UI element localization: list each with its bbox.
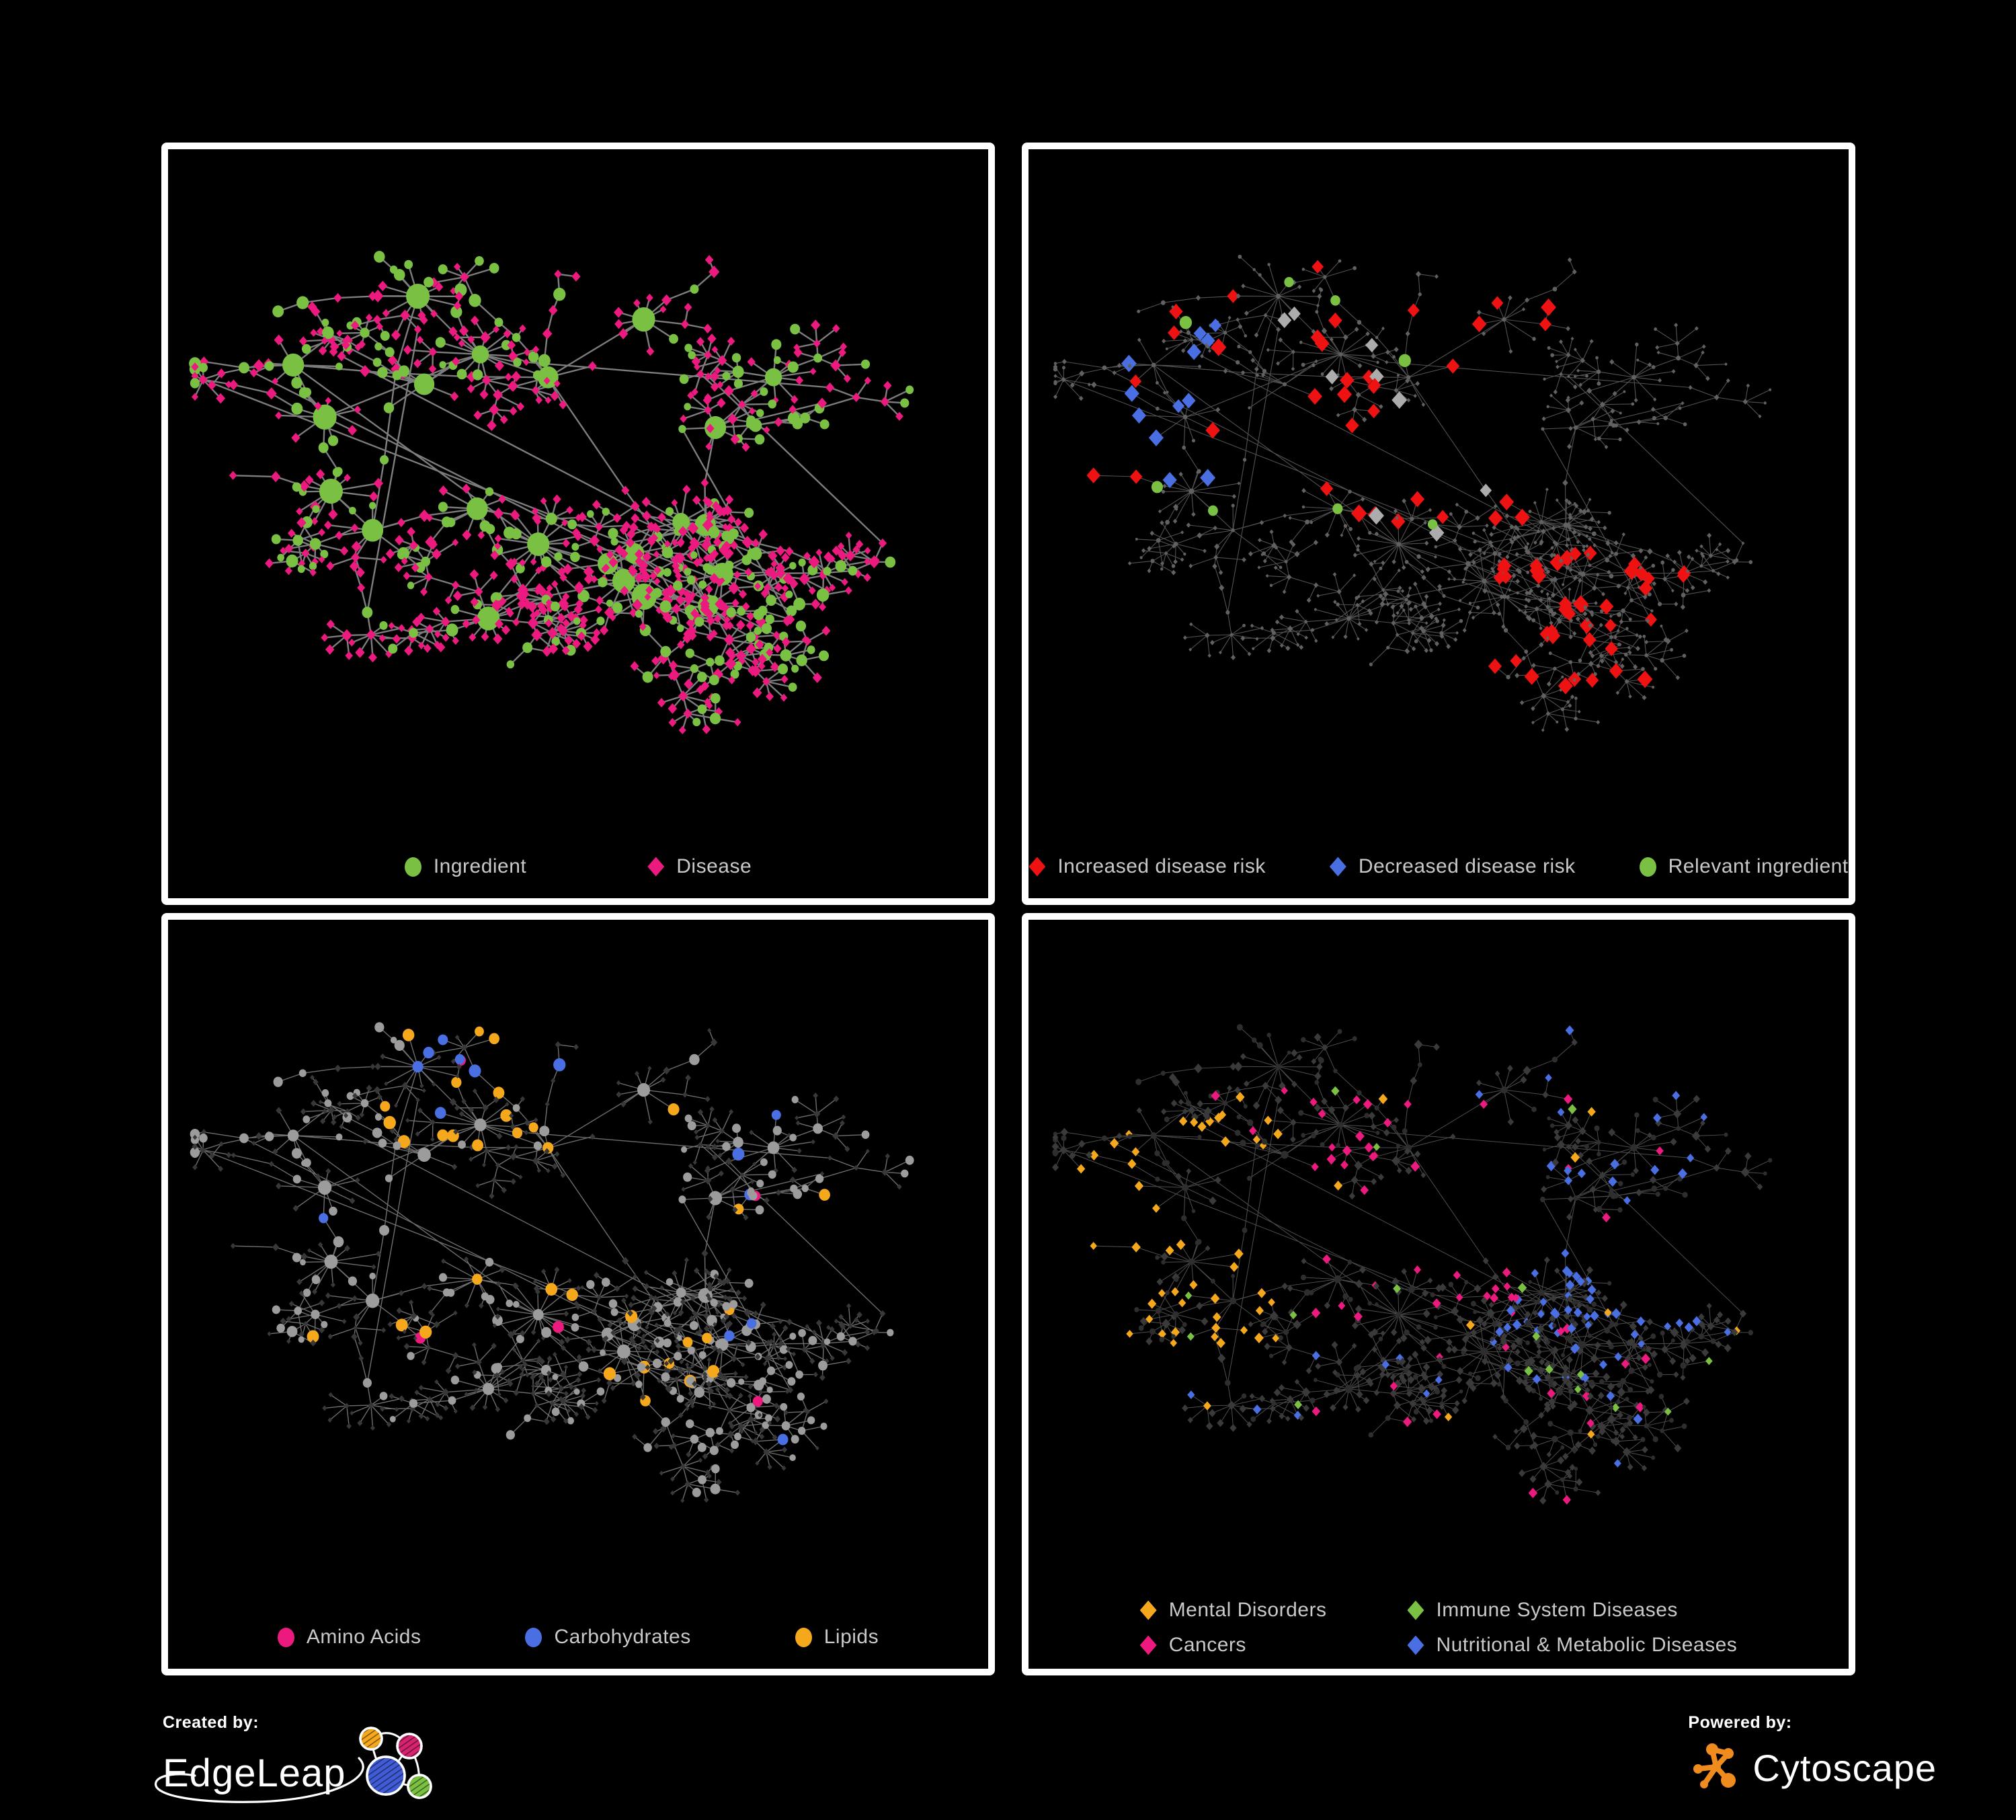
legend-ingredient-classes: Amino Acids Carbohydrates Lipids: [168, 1626, 988, 1649]
network-graph-ingredient-disease: [189, 251, 914, 735]
cancers-diamond-icon: [1139, 1635, 1157, 1655]
amino-acids-circle-icon: [277, 1627, 294, 1647]
cytoscape-brand-row: Cytoscape: [1688, 1737, 1937, 1798]
edgeleap-logo-text: EdgeLeap: [163, 1751, 346, 1795]
powered-by-label: Powered by:: [1688, 1713, 1792, 1732]
legend-label: Increased disease risk: [1057, 855, 1266, 877]
legend-label: Relevant ingredient: [1668, 855, 1849, 877]
legend-item-carbohydrates: Carbohydrates: [525, 1626, 690, 1649]
legend-item-nutritional-metabolic-diseases: Nutritional & Metabolic Diseases: [1407, 1634, 1737, 1657]
legend-disease-categories: Mental Disorders Immune System Diseases …: [1139, 1599, 1738, 1657]
edgeleap-swoosh: [155, 1757, 364, 1803]
legend-item-mental-disorders: Mental Disorders: [1139, 1599, 1327, 1622]
cytoscape-logo-text: Cytoscape: [1752, 1746, 1937, 1789]
legend-item-ingredient: Ingredient: [404, 855, 527, 878]
legend-item-disease: Disease: [647, 855, 752, 878]
panel-ingredient-classes: Amino Acids Carbohydrates Lipids: [161, 913, 995, 1675]
legend-label: Carbohydrates: [554, 1626, 691, 1648]
immune-system-diamond-icon: [1407, 1600, 1424, 1620]
legend-item-increased-risk: Increased disease risk: [1029, 855, 1265, 878]
legend-label: Decreased disease risk: [1358, 855, 1576, 877]
disease-diamond-icon: [647, 857, 665, 877]
legend-label: Mental Disorders: [1168, 1599, 1327, 1621]
legend-item-decreased-risk: Decreased disease risk: [1329, 855, 1576, 878]
legend-label: Nutritional & Metabolic Diseases: [1436, 1634, 1738, 1656]
legend-item-cancers: Cancers: [1139, 1634, 1327, 1657]
network-graph-disease-risk: [1053, 254, 1772, 732]
edgeleap-attribution: Created by: EdgeLeap: [155, 1713, 440, 1811]
ingredient-circle-icon: [404, 857, 421, 877]
edgeleap-brand-row: EdgeLeap: [155, 1727, 440, 1811]
carbohydrates-circle-icon: [525, 1627, 542, 1647]
mental-disorders-diamond-icon: [1139, 1600, 1157, 1620]
lipids-circle-icon: [795, 1627, 812, 1647]
cytoscape-attribution: Powered by:: [1688, 1713, 1937, 1798]
panel-disease-risk: Increased disease risk Decreased disease…: [1022, 143, 1855, 905]
increased-risk-diamond-icon: [1029, 857, 1046, 877]
edgeleap-logo-icon: [359, 1727, 433, 1799]
legend-item-lipids: Lipids: [795, 1626, 879, 1649]
legend-label: Cancers: [1168, 1634, 1246, 1656]
created-by-label: Created by:: [163, 1713, 259, 1732]
network-graph-disease-categories: [1051, 1024, 1773, 1505]
nutritional-metabolic-diamond-icon: [1407, 1635, 1424, 1655]
legend-label: Lipids: [823, 1626, 879, 1648]
panel-ingredient-disease: Ingredient Disease: [161, 143, 995, 905]
relevant-ingredient-circle-icon: [1639, 857, 1656, 877]
legend-label: Disease: [676, 855, 752, 877]
legend-label: Amino Acids: [306, 1626, 421, 1648]
legend-disease-risk: Increased disease risk Decreased disease…: [1029, 855, 1849, 878]
panel-disease-categories: Mental Disorders Immune System Diseases …: [1022, 913, 1855, 1675]
legend-ingredient-disease: Ingredient Disease: [168, 855, 988, 878]
network-graph-ingredient-classes: [190, 1022, 914, 1503]
legend-label: Immune System Diseases: [1436, 1599, 1678, 1621]
legend-item-amino-acids: Amino Acids: [277, 1626, 421, 1649]
legend-item-immune-system-diseases: Immune System Diseases: [1407, 1599, 1737, 1622]
cytoscape-logo-icon: [1693, 1743, 1736, 1788]
legend-item-relevant-ingredient: Relevant ingredient: [1639, 855, 1849, 878]
decreased-risk-diamond-icon: [1329, 857, 1346, 877]
panel-grid: Ingredient Disease Increased disease ris…: [161, 143, 1855, 1675]
legend-label: Ingredient: [433, 855, 527, 877]
